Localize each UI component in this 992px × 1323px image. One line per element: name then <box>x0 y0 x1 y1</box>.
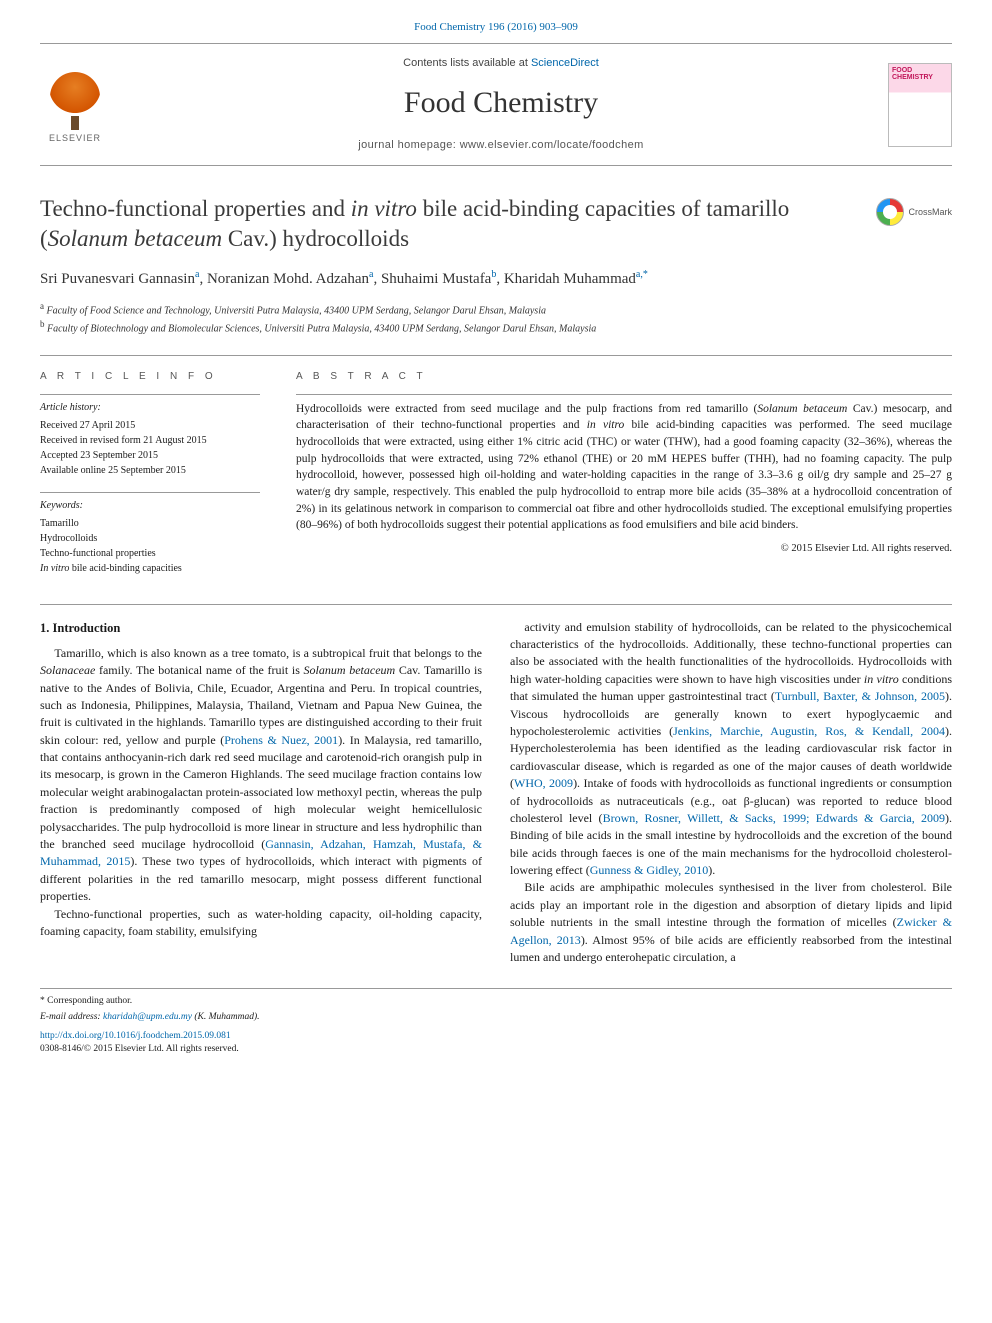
corresponding-author: * Corresponding author. <box>40 995 952 1008</box>
affiliation-a: a Faculty of Food Science and Technology… <box>40 300 952 318</box>
email-link[interactable]: kharidah@upm.edu.my <box>103 1012 192 1022</box>
footer-block: * Corresponding author. E-mail address: … <box>40 988 952 1056</box>
homepage-url[interactable]: www.elsevier.com/locate/foodchem <box>460 139 644 151</box>
history-label: Article history: <box>40 401 260 415</box>
article-title: Techno-functional properties and in vitr… <box>40 194 872 254</box>
affiliations: a Faculty of Food Science and Technology… <box>40 300 952 337</box>
body-columns: 1. Introduction Tamarillo, which is also… <box>40 619 952 967</box>
masthead: ELSEVIER Contents lists available at Sci… <box>40 43 952 166</box>
intro-para-3: activity and emulsion stability of hydro… <box>510 619 952 880</box>
contents-line: Contents lists available at ScienceDirec… <box>130 56 872 71</box>
homepage-line: journal homepage: www.elsevier.com/locat… <box>130 138 872 153</box>
sciencedirect-link[interactable]: ScienceDirect <box>531 57 599 69</box>
history-revised: Received in revised form 21 August 2015 <box>40 433 260 448</box>
masthead-center: Contents lists available at ScienceDirec… <box>130 56 872 153</box>
abstract-text: Hydrocolloids were extracted from seed m… <box>296 394 952 534</box>
aff-sup-b: b <box>40 319 45 329</box>
elsevier-tree-icon <box>50 72 100 122</box>
crossmark-badge-block[interactable]: CrossMark <box>876 198 952 226</box>
aff-text-b: Faculty of Biotechnology and Biomolecula… <box>47 324 596 335</box>
crossmark-icon <box>876 198 904 226</box>
keyword-1: Tamarillo <box>40 516 260 531</box>
intro-para-1: Tamarillo, which is also known as a tree… <box>40 645 482 906</box>
keywords-block: Keywords: Tamarillo Hydrocolloids Techno… <box>40 492 260 576</box>
citation-line: Food Chemistry 196 (2016) 903–909 <box>40 20 952 35</box>
cover-title-bottom: CHEMISTRY <box>892 74 948 81</box>
body-rule <box>40 604 952 605</box>
homepage-label: journal homepage: <box>358 139 459 151</box>
corresponding-email-line: E-mail address: kharidah@upm.edu.my (K. … <box>40 1011 952 1024</box>
abstract-heading: A B S T R A C T <box>296 370 952 384</box>
affiliation-b: b Faculty of Biotechnology and Biomolecu… <box>40 318 952 336</box>
keyword-3: Techno-functional properties <box>40 546 260 561</box>
publisher-logo-block: ELSEVIER <box>40 65 130 145</box>
title-block: Techno-functional properties and in vitr… <box>40 194 952 254</box>
info-abstract-row: A R T I C L E I N F O Article history: R… <box>40 355 952 576</box>
keywords-label: Keywords: <box>40 499 260 513</box>
aff-sup-a: a <box>40 301 44 311</box>
elsevier-logo[interactable]: ELSEVIER <box>40 65 110 145</box>
contents-prefix: Contents lists available at <box>403 57 531 69</box>
intro-para-2: Techno-functional properties, such as wa… <box>40 906 482 941</box>
issn-line: 0308-8146/© 2015 Elsevier Ltd. All right… <box>40 1043 952 1056</box>
history-block: Article history: Received 27 April 2015 … <box>40 394 260 478</box>
history-online: Available online 25 September 2015 <box>40 463 260 478</box>
intro-para-4: Bile acids are amphipathic molecules syn… <box>510 879 952 966</box>
cover-title-top: FOOD <box>892 67 948 74</box>
article-info-col: A R T I C L E I N F O Article history: R… <box>40 370 260 576</box>
authors-line: Sri Puvanesvari Gannasina, Noranizan Moh… <box>40 268 952 290</box>
history-received: Received 27 April 2015 <box>40 418 260 433</box>
journal-cover-thumb[interactable]: FOOD CHEMISTRY <box>888 63 952 147</box>
publisher-label: ELSEVIER <box>49 132 101 145</box>
history-accepted: Accepted 23 September 2015 <box>40 448 260 463</box>
abstract-copyright: © 2015 Elsevier Ltd. All rights reserved… <box>296 542 952 557</box>
masthead-right: FOOD CHEMISTRY <box>872 63 952 147</box>
email-label: E-mail address: <box>40 1012 103 1022</box>
doi-link[interactable]: http://dx.doi.org/10.1016/j.foodchem.201… <box>40 1031 231 1041</box>
doi-line: http://dx.doi.org/10.1016/j.foodchem.201… <box>40 1030 952 1043</box>
email-of: (K. Muhammad). <box>192 1012 260 1022</box>
journal-name: Food Chemistry <box>130 82 872 124</box>
aff-text-a: Faculty of Food Science and Technology, … <box>47 305 546 316</box>
section-heading-intro: 1. Introduction <box>40 619 482 637</box>
crossmark-label: CrossMark <box>908 206 952 219</box>
article-info-heading: A R T I C L E I N F O <box>40 370 260 384</box>
abstract-col: A B S T R A C T Hydrocolloids were extra… <box>296 370 952 576</box>
keyword-2: Hydrocolloids <box>40 531 260 546</box>
keyword-4: In vitro bile acid-binding capacities <box>40 561 260 576</box>
